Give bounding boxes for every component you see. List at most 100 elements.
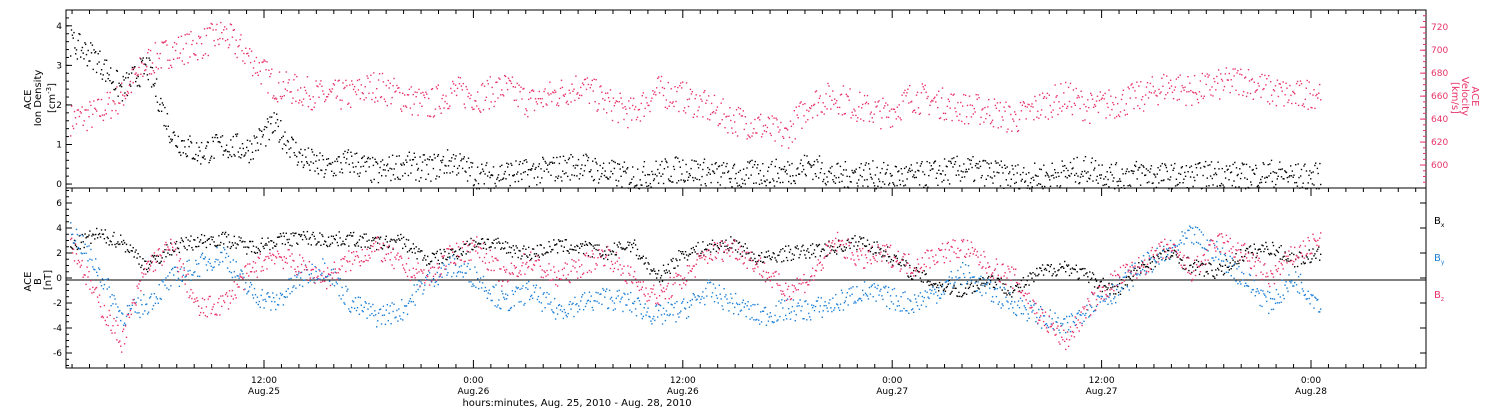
density-point [622, 166, 623, 167]
velocity-point [547, 93, 548, 94]
bx-point [462, 255, 463, 256]
velocity-point [1277, 80, 1278, 81]
density-point [754, 164, 755, 165]
bx-point [1194, 262, 1195, 263]
density-point [1214, 168, 1215, 169]
velocity-point [1045, 116, 1046, 117]
bx-point [561, 245, 562, 246]
density-point [177, 147, 178, 148]
density-point [1045, 175, 1046, 176]
density-point [376, 162, 377, 163]
velocity-point [907, 89, 908, 90]
density-point [304, 149, 305, 150]
density-point [1005, 168, 1006, 169]
bx-point [314, 236, 315, 237]
velocity-point [236, 40, 237, 41]
velocity-point [1022, 105, 1023, 106]
bx-point [239, 240, 240, 241]
velocity-point [824, 106, 825, 107]
velocity-point [524, 114, 525, 115]
density-point [708, 172, 709, 173]
bx-point [251, 251, 252, 252]
by-point [82, 253, 83, 254]
by-point [183, 275, 184, 276]
density-point [711, 164, 712, 165]
velocity-point [1070, 83, 1071, 84]
bx-point [846, 247, 847, 248]
bx-point [129, 252, 130, 253]
density-point [889, 183, 890, 184]
density-point [477, 167, 478, 168]
density-point [518, 181, 519, 182]
bx-point [461, 253, 462, 254]
bx-point [425, 259, 426, 260]
velocity-point [494, 101, 495, 102]
density-point [624, 162, 625, 163]
by-point [341, 287, 342, 288]
density-point [673, 166, 674, 167]
velocity-point [746, 123, 747, 124]
velocity-point [696, 94, 697, 95]
density-point [1249, 166, 1250, 167]
velocity-point [1126, 103, 1127, 104]
density-point [678, 180, 679, 181]
bx-point [360, 236, 361, 237]
density-point [286, 152, 287, 153]
velocity-point [804, 103, 805, 104]
density-point [1065, 176, 1066, 177]
density-point [347, 152, 348, 153]
density-point [609, 162, 610, 163]
velocity-point [200, 37, 201, 38]
density-point [981, 177, 982, 178]
density-point [217, 137, 218, 138]
by-point [119, 310, 120, 311]
bx-series [70, 228, 1321, 298]
density-point [411, 165, 412, 166]
velocity-point [202, 58, 203, 59]
velocity-point [1049, 95, 1050, 96]
velocity-point [1040, 114, 1041, 115]
bx-point [1247, 248, 1248, 249]
bx-point [629, 242, 630, 243]
bx-point [938, 290, 939, 291]
velocity-point [704, 90, 705, 91]
velocity-point [671, 103, 672, 104]
bx-point [811, 254, 812, 255]
density-point [1228, 179, 1229, 180]
density-point [1296, 182, 1297, 183]
velocity-point [1177, 99, 1178, 100]
velocity-point [571, 84, 572, 85]
density-point [1158, 182, 1159, 183]
bx-point [1119, 283, 1120, 284]
by-point [186, 261, 187, 262]
density-point [1263, 164, 1264, 165]
density-point [1130, 185, 1131, 186]
by-point [229, 271, 230, 272]
density-point [359, 172, 360, 173]
velocity-point [71, 105, 72, 106]
velocity-point [1099, 100, 1100, 101]
by-point [204, 258, 205, 259]
velocity-point [341, 100, 342, 101]
density-point [471, 166, 472, 167]
density-point [1292, 170, 1293, 171]
density-point [938, 170, 939, 171]
density-point [1116, 162, 1117, 163]
density-point [1022, 179, 1023, 180]
density-point [775, 166, 776, 167]
density-point [505, 178, 506, 179]
velocity-point [641, 103, 642, 104]
density-point [106, 60, 107, 61]
density-point [453, 154, 454, 155]
bx-point [353, 232, 354, 233]
velocity-point [389, 87, 390, 88]
bx-point [1190, 265, 1191, 266]
density-point [583, 155, 584, 156]
velocity-point [849, 88, 850, 89]
bx-point [196, 246, 197, 247]
density-point [158, 111, 159, 112]
density-point [1238, 186, 1239, 187]
density-point [288, 141, 289, 142]
velocity-point [94, 108, 95, 109]
bx-point [199, 241, 200, 242]
